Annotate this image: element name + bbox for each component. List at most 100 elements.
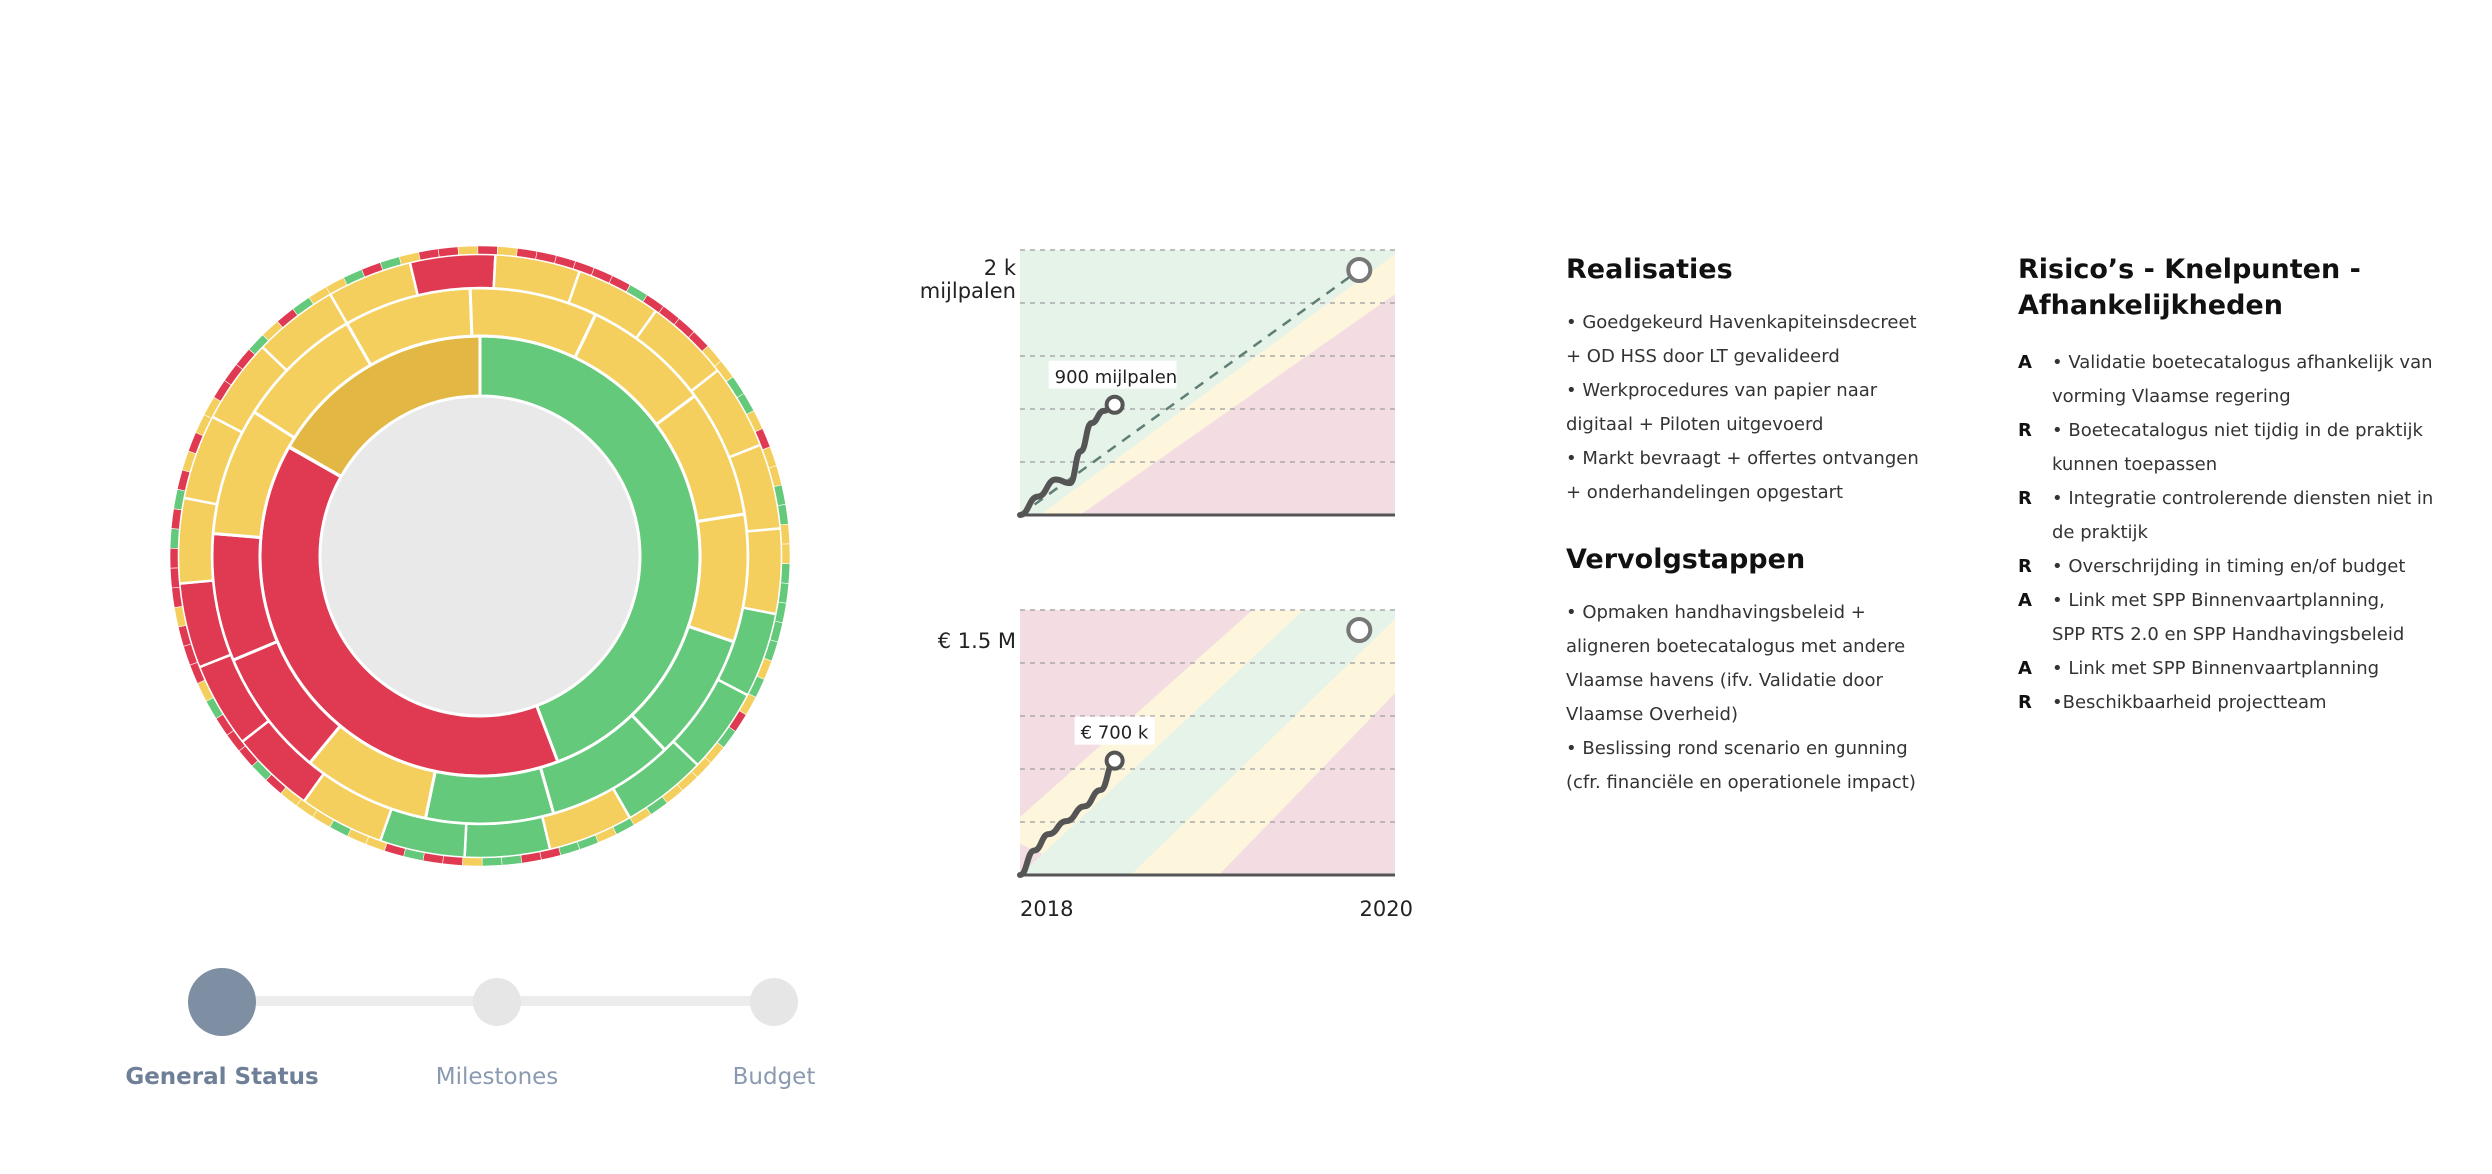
risk-tag: A [2018,658,2032,679]
step-general-status-dot[interactable] [188,968,256,1036]
list-item: kunnen toepassen [2018,448,2458,482]
budget-progress-line [1017,757,1118,878]
list-item: digitaal + Piloten uitgevoerd [1566,414,1824,435]
risicos-title-line-1: Risico’s - Knelpunten - [2018,254,2361,285]
budget-unit-label: € 1.5 M [938,629,1016,653]
risk-text: vorming Vlaamse regering [2052,386,2291,407]
vervolgstappen-list: • Opmaken handhavingsbeleid + aligneren … [1566,596,1986,800]
budget-current-label: € 700 k [1081,723,1149,744]
risk-text: • Overschrijding in timing en/of budget [2052,556,2406,577]
list-item: • Goedgekeurd Havenkapiteinsdecreet [1566,312,1917,333]
list-item: + OD HSS door LT gevalideerd [1566,346,1840,367]
risk-text: • Link met SPP Binnenvaartplanning, [2052,590,2385,611]
step-milestones-label[interactable]: Milestones [435,1064,559,1090]
sunburst-ring-outermost-segment [752,552,786,572]
list-item: • Opmaken handhavingsbeleid + [1566,602,1866,623]
status-sunburst-chart[interactable] [160,236,800,876]
risk-tag: R [2018,692,2032,713]
sunburst-ring-outer1 [169,245,791,867]
risk-tag [2018,516,2052,550]
risk-tag: R [2018,556,2032,577]
sunburst-ring-outermost-segment [174,540,208,560]
sunburst-ring-outermost-segment [486,250,506,285]
list-item: A • Link met SPP Binnenvaartplanning, [2018,584,2458,618]
list-item: de praktijk [2018,516,2458,550]
milestones-target-line [1019,268,1361,517]
risicos-title-line-2: Afhankelijkheden [2018,290,2283,321]
list-item: Vlaamse Overheid) [1566,704,1738,725]
sunburst-ring-outer2 [176,252,784,860]
sunburst-ring-outermost-segment [447,250,468,285]
risk-text: SPP RTS 2.0 en SPP Handhavingsbeleid [2052,624,2405,645]
budget-current-label-bg [1074,716,1155,745]
vervolgstappen-title: Vervolgstappen [1566,544,1806,575]
view-stepper: General Status Milestones Budget [125,960,840,1140]
list-item: Vlaamse havens (ifv. Validatie door [1566,670,1883,691]
sunburst-ring-outermost-segment [454,827,474,862]
list-item: A • Link met SPP Binnenvaartplanning [2018,652,2458,686]
budget-chart: € 700 k € 1.5 M 2018 2020 [938,609,1413,921]
risk-tag [2018,380,2052,414]
risk-tag: R [2018,488,2032,509]
realisaties-section: Realisaties • Goedgekeurd Havenkapiteins… [1566,252,1986,800]
risk-tag [2018,448,2052,482]
risk-text: de praktijk [2052,522,2148,543]
milestones-current-point[interactable] [1104,394,1125,415]
step-budget-label[interactable]: Budget [732,1064,816,1090]
x-tick-2018: 2018 [1020,897,1073,921]
realisaties-list: • Goedgekeurd Havenkapiteinsdecreet + OD… [1566,306,1986,510]
sunburst-ring-outermost-segment [174,559,209,579]
list-item: R • Boetecatalogus niet tijdig in de prak… [2018,414,2458,448]
risk-tag [2018,618,2052,652]
sunburst-ring-outermost-segment [467,250,487,284]
sunburst-ring-outer1-segment[interactable] [308,286,331,305]
milestones-target-point[interactable] [1346,257,1373,283]
step-milestones-dot[interactable] [473,978,521,1026]
budget-target-point[interactable] [1346,617,1373,643]
budget-chart-grid [1020,609,1395,823]
milestones-unit-label-1: 2 k [984,256,1017,280]
risk-tag: A [2018,352,2032,373]
progress-charts: 900 mijlpalen 2 k mijlpalen € 700 k € 1.… [920,249,1413,921]
risk-text: • Link met SPP Binnenvaartplanning [2052,658,2380,679]
risicos-title: Risico’s - Knelpunten - Afhankelijkheden [2018,252,2458,324]
realisaties-title: Realisaties [1566,254,1733,285]
milestones-progress-line [1017,401,1118,518]
list-item: vorming Vlaamse regering [2018,380,2458,414]
milestones-chart-grid [1020,249,1395,463]
list-item: R • Integratie controlerende diensten nie… [2018,482,2458,516]
milestones-current-label: 900 mijlpalen [1055,367,1178,388]
step-budget-dot[interactable] [750,978,798,1026]
milestones-chart: 900 mijlpalen 2 k mijlpalen [920,249,1395,518]
list-item: aligneren boetecatalogus met andere [1566,636,1906,657]
budget-current-point[interactable] [1104,750,1125,771]
list-item: (cfr. financiële en operationele impact) [1566,772,1916,793]
band-red [1080,294,1395,515]
list-item: • Werkprocedures van papier naar [1566,380,1878,401]
risk-tag: R [2018,420,2032,441]
sunburst-ring-outermost-segment [751,533,786,553]
band-green [1020,610,1395,875]
list-item: R •Beschikbaarheid projectteam [2018,686,2458,720]
list-item: SPP RTS 2.0 en SPP Handhavingsbeleid [2018,618,2458,652]
risk-text: •Beschikbaarheid projectteam [2052,692,2327,713]
step-general-status-label[interactable]: General Status [125,1064,319,1090]
sunburst-center [320,396,640,716]
sunburst-ring-outermost-segment [492,826,513,861]
list-item: • Markt bevraagt + offertes ontvangen [1566,448,1919,469]
risk-tag: A [2018,590,2032,611]
budget-chart-bands [1020,610,1395,875]
risk-text: • Integratie controlerende diensten niet… [2052,488,2434,509]
list-item: R • Overschrijding in timing en/of budget [2018,550,2458,584]
list-item: + onderhandelingen opgestart [1566,482,1844,503]
risicos-list: A • Validatie boetecatalogus afhankelijk … [2018,346,2458,720]
risk-text: • Validatie boetecatalogus afhankelijk v… [2052,352,2433,373]
list-item: • Beslissing rond scenario en gunning [1566,738,1908,759]
sunburst-ring-outermost-segment [474,828,494,862]
risk-text: • Boetecatalogus niet tijdig in de prakt… [2052,420,2423,441]
sunburst-ring-middle-segment[interactable] [423,765,556,826]
risk-text: kunnen toepassen [2052,454,2218,475]
milestones-unit-label-2: mijlpalen [920,279,1016,303]
milestones-current-label-bg [1048,360,1177,389]
x-tick-2020: 2020 [1360,897,1413,921]
